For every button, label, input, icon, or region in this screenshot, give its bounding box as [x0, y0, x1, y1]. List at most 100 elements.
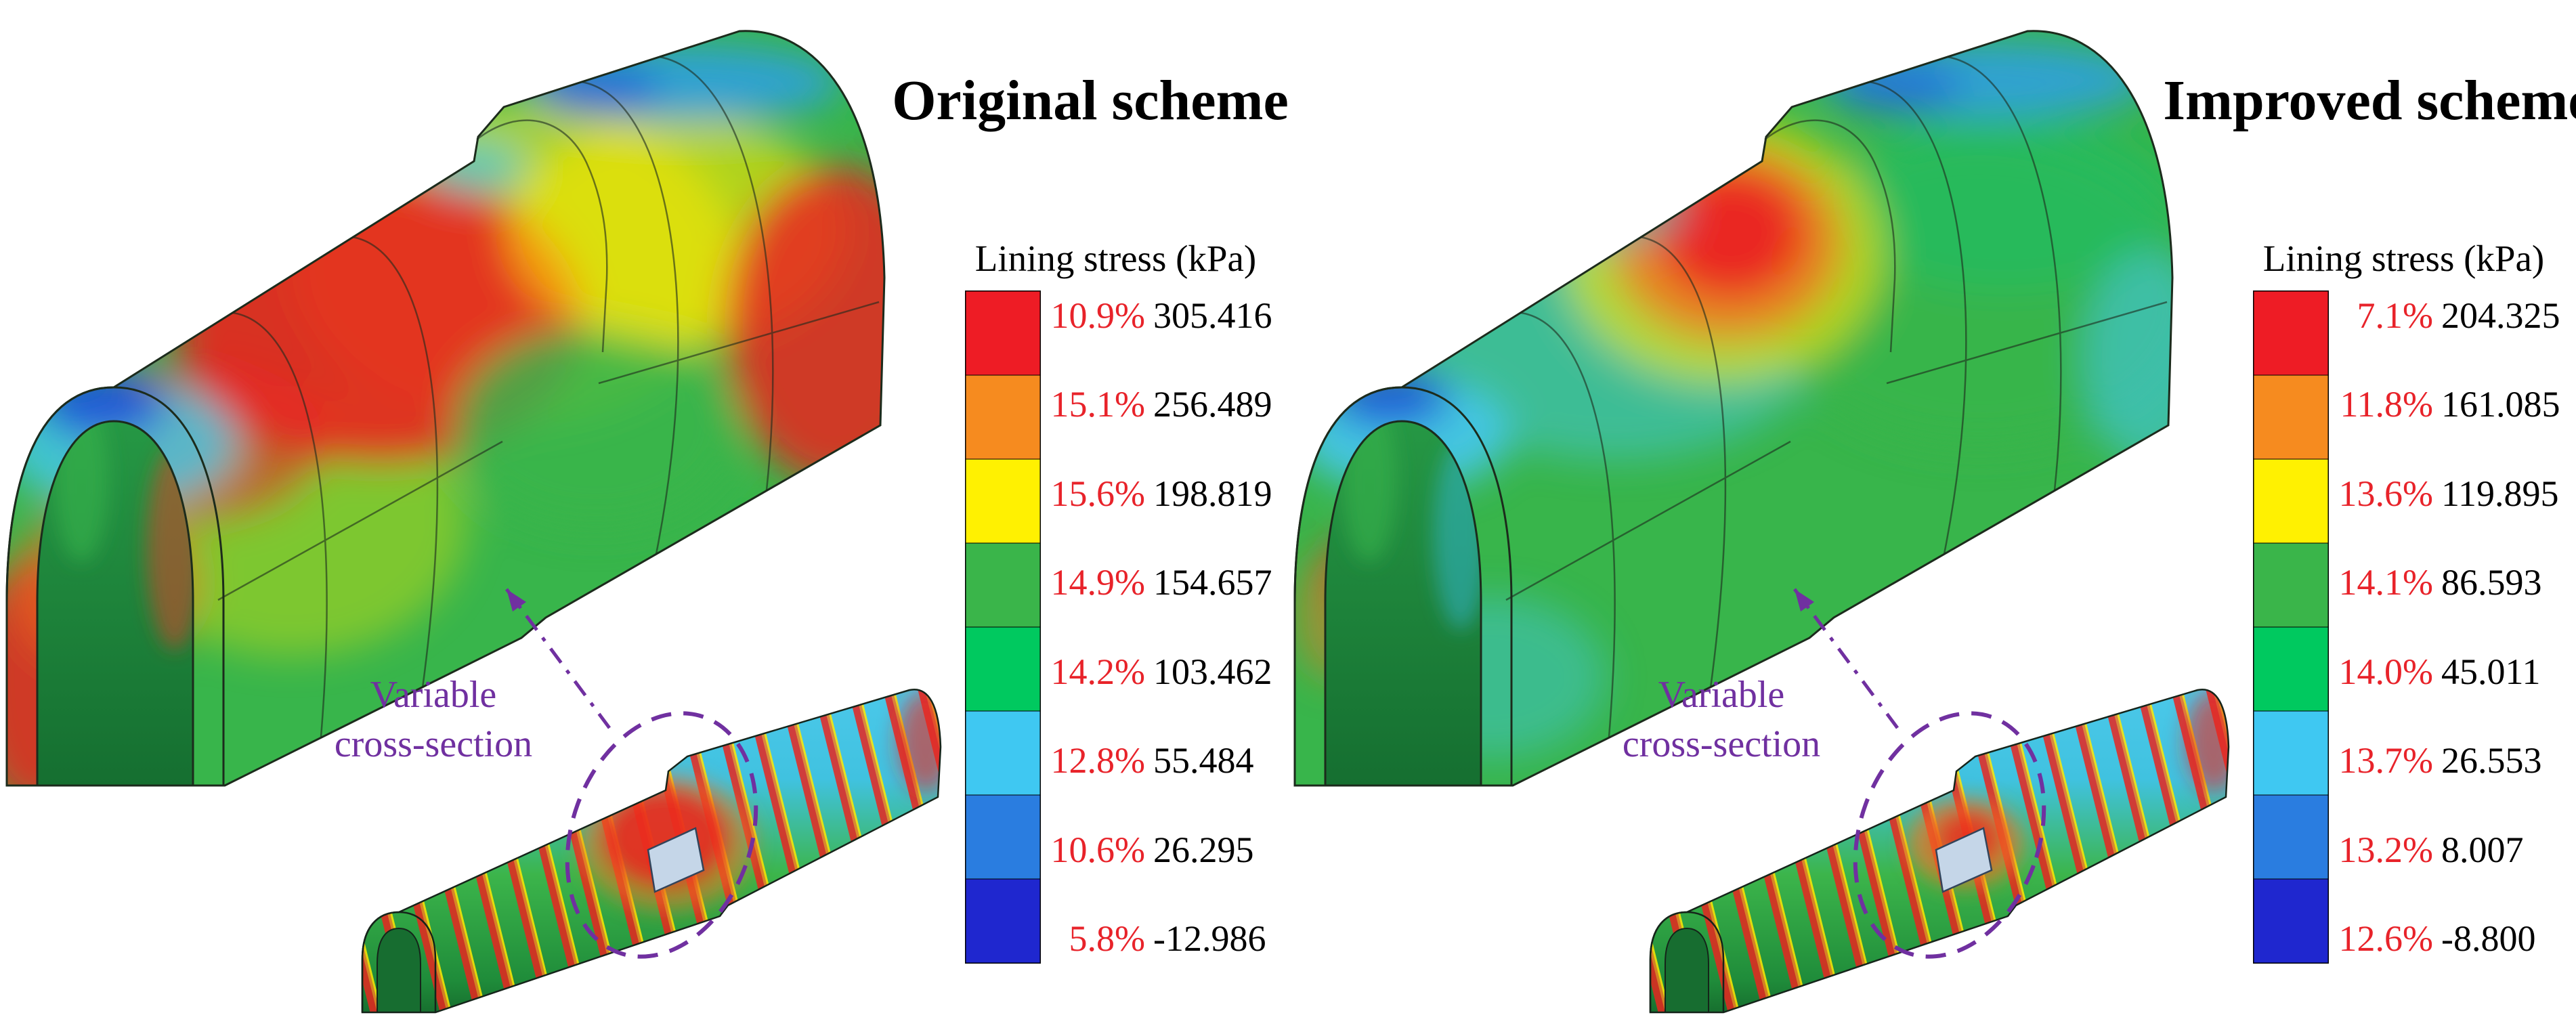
- colorbar-band: [965, 794, 1041, 880]
- legend-entry: 13.2% 8.007: [2338, 829, 2560, 871]
- legend-value: 26.295: [1153, 829, 1254, 870]
- variable-section-block: [1935, 827, 1993, 893]
- legend-entry: 14.1% 86.593: [2338, 561, 2560, 603]
- legend-value: 103.462: [1153, 651, 1272, 692]
- legend-percent: 10.9%: [1050, 295, 1145, 336]
- legend-percent: 11.8%: [2340, 384, 2433, 425]
- legend-percent: 13.2%: [2338, 829, 2433, 870]
- colorbar-band: [2253, 794, 2329, 880]
- legend-percent: 12.8%: [1050, 740, 1145, 781]
- legend-value: 55.484: [1153, 740, 1254, 781]
- colorbar-band: [965, 878, 1041, 964]
- legend-entry: 13.7% 26.553: [2338, 739, 2560, 781]
- annotation-line-1: Variable: [370, 674, 497, 716]
- legend-entry: 14.0% 45.011: [2338, 651, 2560, 693]
- legend-value: -8.800: [2441, 918, 2536, 959]
- legend-value: 256.489: [1153, 384, 1272, 425]
- scheme-title: Improved scheme: [2163, 69, 2576, 132]
- panel-improved-scheme: Improved scheme Lining stress (kPa) 7.1%…: [1288, 0, 2576, 1032]
- colorbar-border: [2253, 291, 2329, 964]
- scheme-title: Original scheme: [892, 69, 1289, 132]
- legend-percent: 7.1%: [2357, 295, 2433, 336]
- legend-value: 204.325: [2441, 295, 2560, 336]
- colorbar-band: [965, 458, 1041, 544]
- legend-value: 154.657: [1153, 562, 1272, 603]
- legend-entry: 15.6% 198.819: [1050, 473, 1272, 515]
- legend-value: 119.895: [2441, 473, 2559, 514]
- legend-percent: 12.6%: [2338, 918, 2433, 959]
- legend-entry: 12.8% 55.484: [1050, 739, 1272, 781]
- colorbar-band: [2253, 626, 2329, 712]
- colorbar: [965, 291, 1041, 964]
- colorbar-border: [965, 291, 1041, 964]
- colorbar-band: [965, 542, 1041, 628]
- small-model-outline: [361, 688, 942, 1014]
- annotation-line-2: cross-section: [334, 723, 533, 765]
- panel-original-scheme: Original scheme Lining stress (kPa) 10.9: [5, 30, 1289, 1014]
- tunnel-inner-edge: [1324, 420, 1482, 786]
- tunnel-outline: [5, 30, 886, 787]
- legend-labels: 10.9% 305.416 15.1% 256.489 15.6% 198.819 1…: [1050, 291, 1272, 964]
- legend-entry: 14.9% 154.657: [1050, 561, 1272, 603]
- legend-entry: 14.2% 103.462: [1050, 651, 1272, 693]
- small-model-outline: [1649, 688, 2230, 1014]
- legend-percent: 10.6%: [1050, 829, 1145, 870]
- legend-percent: 13.6%: [2338, 473, 2433, 514]
- legend-value: 86.593: [2441, 562, 2542, 603]
- legend-value: 45.011: [2441, 651, 2541, 692]
- colorbar-band: [2253, 291, 2329, 376]
- stress-legend: Lining stress (kPa) 10.9% 305.416 15.1% 25…: [945, 237, 1287, 964]
- legend-entry: 13.6% 119.895: [2338, 473, 2560, 515]
- full-tunnel-model: [361, 688, 942, 1014]
- highlight-ellipse: [1853, 711, 2046, 959]
- legend-entry: 12.6% -8.800: [2338, 918, 2560, 960]
- legend-entry: 10.6% 26.295: [1050, 829, 1272, 871]
- colorbar-band: [2253, 542, 2329, 628]
- legend-entry: 15.1% 256.489: [1050, 383, 1272, 425]
- legend-title: Lining stress (kPa): [2262, 238, 2545, 279]
- annotation-line-2: cross-section: [1622, 723, 1821, 765]
- legend-entry: 11.8% 161.085: [2338, 383, 2560, 425]
- legend-percent: 14.2%: [1050, 651, 1145, 692]
- legend-entry: 7.1% 204.325: [2338, 295, 2560, 337]
- stress-legend: Lining stress (kPa) 7.1% 204.325 11.8% 161…: [2233, 237, 2575, 964]
- legend-percent: 15.6%: [1050, 473, 1145, 514]
- stress-contour-3d-model: [5, 30, 886, 787]
- legend-value: -12.986: [1153, 918, 1266, 959]
- colorbar-band: [2253, 878, 2329, 964]
- colorbar-band: [2253, 710, 2329, 796]
- legend-value: 305.416: [1153, 295, 1272, 336]
- legend-percent: 15.1%: [1050, 384, 1145, 425]
- colorbar-band: [2253, 458, 2329, 544]
- legend-percent: 14.1%: [2338, 562, 2433, 603]
- segment-joint-lines: [217, 56, 880, 737]
- colorbar-band: [2253, 374, 2329, 460]
- tunnel-outline: [1293, 30, 2174, 787]
- legend-value: 26.553: [2441, 740, 2542, 781]
- legend-percent: 5.8%: [1069, 918, 1145, 959]
- colorbar-band: [965, 291, 1041, 376]
- full-tunnel-model: [1649, 688, 2230, 1014]
- legend-title: Lining stress (kPa): [974, 238, 1257, 279]
- colorbar-band: [965, 626, 1041, 712]
- legend-entry: 10.9% 305.416: [1050, 295, 1272, 337]
- legend-value: 8.007: [2441, 829, 2524, 870]
- legend-entry: 5.8% -12.986: [1050, 918, 1272, 960]
- annotation-line-1: Variable: [1658, 674, 1785, 716]
- colorbar-band: [965, 710, 1041, 796]
- colorbar: [2253, 291, 2329, 964]
- legend-percent: 14.9%: [1050, 562, 1145, 603]
- variable-cross-section-label: Variable cross-section: [1596, 670, 1847, 769]
- legend-value: 161.085: [2441, 384, 2560, 425]
- colorbar-band: [965, 374, 1041, 460]
- variable-section-block: [647, 827, 705, 893]
- tunnel-inner-edge: [36, 420, 194, 786]
- tunnel-portal: [1665, 927, 1709, 1013]
- legend-percent: 14.0%: [2338, 651, 2433, 692]
- segment-joint-lines: [1505, 56, 2168, 737]
- stress-contour-3d-model: [1293, 30, 2174, 787]
- legend-percent: 13.7%: [2338, 740, 2433, 781]
- variable-cross-section-label: Variable cross-section: [308, 670, 559, 769]
- legend-value: 198.819: [1153, 473, 1272, 514]
